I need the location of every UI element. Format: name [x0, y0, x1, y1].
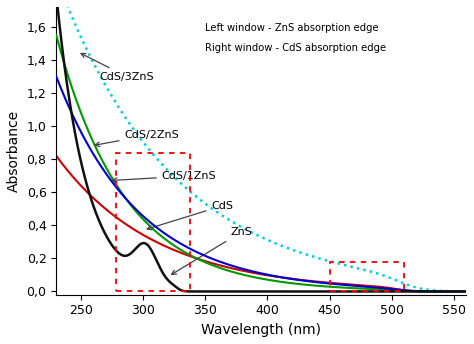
Text: Right window - CdS absorption edge: Right window - CdS absorption edge [205, 43, 386, 53]
Text: ZnS: ZnS [172, 227, 252, 275]
Text: CdS/2ZnS: CdS/2ZnS [95, 130, 179, 147]
Bar [116, 152, 191, 291]
Text: CdS/3ZnS: CdS/3ZnS [81, 54, 155, 82]
Y-axis label: Absorbance: Absorbance [7, 110, 21, 192]
X-axis label: Wavelength (nm): Wavelength (nm) [201, 323, 321, 337]
Text: CdS/1ZnS: CdS/1ZnS [112, 171, 217, 182]
Text: Left window - ZnS absorption edge: Left window - ZnS absorption edge [205, 23, 379, 33]
Bar [329, 262, 404, 291]
Text: CdS: CdS [147, 201, 234, 230]
